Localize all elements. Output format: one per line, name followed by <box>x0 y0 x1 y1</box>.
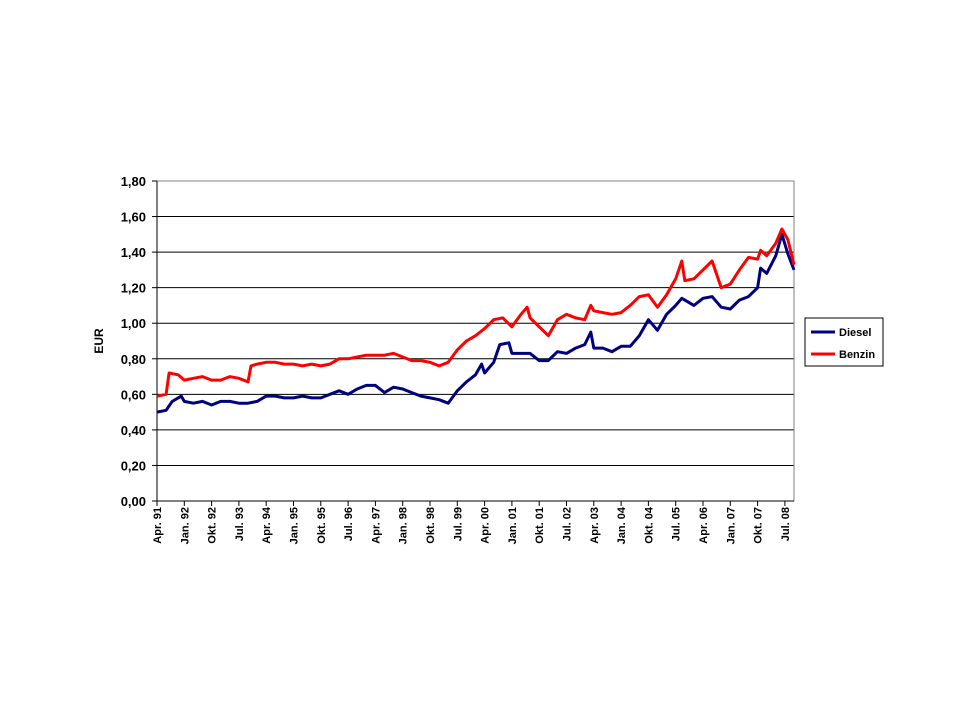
y-tick-label: 0,80 <box>121 352 146 367</box>
x-tick-label: Jan. 01 <box>507 507 519 544</box>
y-tick-label: 0,60 <box>121 387 146 402</box>
y-tick-label: 1,40 <box>121 245 146 260</box>
x-tick-label: Okt. 92 <box>207 507 219 544</box>
legend-label-benzin: Benzin <box>839 349 875 361</box>
x-tick-label: Jul. 08 <box>780 507 792 541</box>
x-axis-ticks: Apr. 91 Jan. 92 Okt. 92 Jul. 93 Apr. 94 Jan. … <box>152 501 792 544</box>
x-tick-label: Okt. 98 <box>425 507 437 544</box>
x-tick-label: Jul. 96 <box>343 507 355 541</box>
x-tick-label: Jan. 92 <box>179 507 191 544</box>
series-line-benzin <box>156 227 796 398</box>
y-axis-ticks: 0,00 0,20 0,40 0,60 0,80 1,00 1,20 1,40 1,60 1,80 <box>121 174 157 509</box>
y-tick-label: 1,20 <box>121 281 146 296</box>
gridlines <box>156 180 795 502</box>
legend-label-diesel: Diesel <box>839 327 871 339</box>
x-tick-label: Okt. 07 <box>753 507 765 544</box>
series-lines <box>156 227 796 414</box>
y-axis-title: EUR <box>92 328 106 354</box>
x-tick-label: Apr. 06 <box>698 507 710 544</box>
y-tick-label: 0,40 <box>121 423 146 438</box>
x-tick-label: Jul. 93 <box>234 507 246 541</box>
x-tick-label: Okt. 04 <box>643 506 655 544</box>
x-tick-label: Jul. 05 <box>671 507 683 541</box>
y-tick-label: 0,20 <box>121 458 146 473</box>
x-tick-label: Jan. 98 <box>398 507 410 544</box>
legend-box <box>804 317 884 367</box>
x-tick-label: Apr. 91 <box>152 507 164 544</box>
plot-area-border <box>156 180 795 502</box>
x-tick-label: Apr. 97 <box>370 507 382 544</box>
y-tick-label: 1,80 <box>121 174 146 189</box>
x-tick-label: Jan. 07 <box>725 507 737 544</box>
x-tick-label: Okt. 01 <box>534 507 546 544</box>
legend: Diesel Benzin <box>804 317 884 367</box>
series-line-diesel <box>156 232 796 414</box>
x-tick-label: Apr. 00 <box>480 507 492 544</box>
y-tick-label: 0,00 <box>121 494 146 509</box>
x-tick-label: Okt. 95 <box>316 507 328 544</box>
x-tick-label: Apr. 94 <box>261 506 273 544</box>
x-tick-label: Jan. 95 <box>289 507 301 544</box>
x-tick-label: Apr. 03 <box>589 507 601 544</box>
y-tick-label: 1,60 <box>121 210 146 225</box>
x-tick-label: Jan. 04 <box>616 506 628 544</box>
y-tick-label: 1,00 <box>121 316 146 331</box>
x-tick-label: Jul. 02 <box>562 507 574 541</box>
x-tick-label: Jul. 99 <box>452 507 464 541</box>
